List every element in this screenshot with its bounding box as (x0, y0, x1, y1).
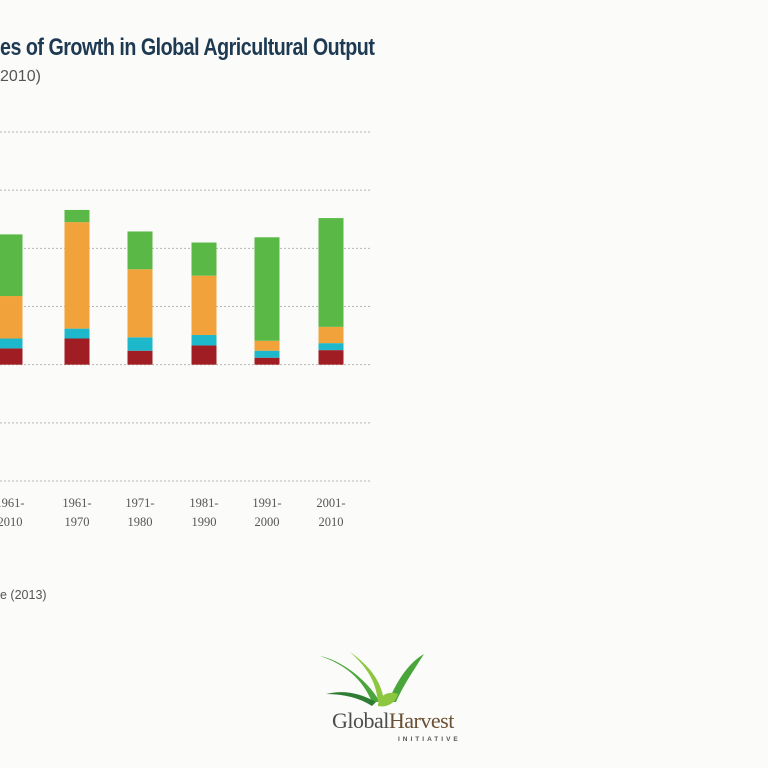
bar-segment-land-expansion (254, 357, 280, 365)
bar-segment-tfp (318, 218, 344, 327)
x-tick-label: 1991- (252, 496, 281, 510)
x-tick-label: 2010 (0, 515, 23, 529)
bar-segment-inputs-land (127, 269, 153, 338)
x-tick-label: 1970 (65, 515, 90, 529)
bar-segment-tfp (64, 209, 90, 223)
bar-segment-tfp (191, 242, 217, 276)
bar-segment-inputs-land (318, 326, 344, 344)
x-tick-label: 1980 (128, 515, 153, 529)
bar-segment-irrigation (254, 350, 280, 358)
bar-segment-inputs-land (191, 275, 217, 336)
bar-segment-inputs-land (254, 340, 280, 351)
logo-word-global: Global (332, 708, 389, 733)
bar-segment-tfp (254, 237, 280, 341)
bar-segment-irrigation (64, 328, 90, 339)
bar-segment-inputs-land (0, 296, 23, 339)
chart-title: es of Growth in Global Agricultural Outp… (0, 34, 375, 61)
bar-segment-land-expansion (127, 350, 153, 365)
source-note: e (2013) (0, 588, 47, 602)
x-tick-label: 2010 (319, 515, 344, 529)
bar-segment-irrigation (127, 337, 153, 351)
x-tick-label: 2001- (316, 496, 345, 510)
sprout-icon (320, 652, 424, 707)
bar-segment-irrigation (318, 343, 344, 351)
bar-segment-irrigation (191, 335, 217, 346)
x-tick-label: 1981- (189, 496, 218, 510)
x-tick-label: 1961- (62, 496, 91, 510)
global-harvest-logo: GlobalHarvest INITIATIVE (318, 648, 488, 748)
logo-tagline: INITIATIVE (398, 736, 461, 743)
logo-word-harvest: Harvest (388, 708, 454, 733)
x-tick-label: 2000 (255, 515, 280, 529)
bar-segment-inputs-land (64, 222, 90, 329)
bar-segment-tfp (0, 234, 23, 297)
bar-segment-land-expansion (64, 338, 90, 365)
chart-subtitle: 2010) (0, 68, 41, 85)
bar-segment-land-expansion (0, 348, 23, 365)
bar-segment-land-expansion (318, 350, 344, 365)
bar-segment-land-expansion (191, 345, 217, 365)
x-tick-label: 1971- (125, 496, 154, 510)
bar-segment-irrigation (0, 338, 23, 349)
stacked-bar-chart: 1961- 2010 1961- 1970 1971- 1980 1981- 1990 1991… (0, 131, 371, 529)
x-tick-label: 1990 (192, 515, 217, 529)
x-tick-label: 1961- (0, 496, 25, 510)
logo-wordmark: GlobalHarvest (332, 708, 454, 734)
bar-segment-tfp (127, 231, 153, 270)
